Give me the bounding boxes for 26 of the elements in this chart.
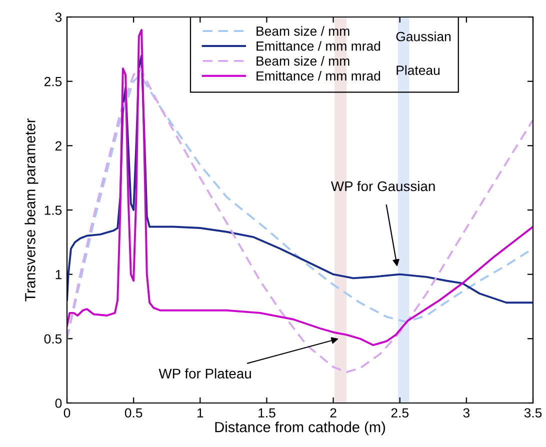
x-axis-title: Distance from cathode (m) bbox=[215, 422, 386, 436]
annotation: Plateau bbox=[396, 65, 440, 75]
y-tick-label: 1.5 bbox=[44, 206, 62, 215]
y-tick-label: 2 bbox=[55, 141, 62, 150]
x-tick-label: 2 bbox=[330, 408, 336, 418]
annotation: WP for Gaussian bbox=[331, 180, 435, 192]
x-tick-label: 2.5 bbox=[391, 408, 408, 418]
annotation: WP for Plateau bbox=[158, 368, 251, 379]
line-series bbox=[67, 54, 533, 304]
annotation: Gaussian bbox=[396, 32, 451, 42]
y-tick-label: 1 bbox=[56, 270, 62, 280]
y-tick-label: 2.5 bbox=[44, 76, 62, 86]
x-tick-label: 1 bbox=[197, 408, 204, 418]
x-tick-label: 0.5 bbox=[124, 408, 142, 418]
x-tick-label: 3 bbox=[463, 408, 470, 418]
legend-label: Beam size / mm bbox=[256, 26, 350, 36]
x-tick-label: 1.5 bbox=[258, 408, 276, 418]
x-tick-label: 3.5 bbox=[524, 408, 542, 418]
y-axis-title: Transverse beam parameter bbox=[24, 118, 38, 302]
y-tick-label: 0 bbox=[55, 398, 62, 408]
y-tick-label: 3 bbox=[55, 12, 62, 22]
y-tick-label: 0.5 bbox=[44, 334, 62, 344]
legend-label: Beam size / mm bbox=[256, 56, 350, 66]
x-tick-label: 0 bbox=[64, 408, 70, 418]
legend-label: Emittance / mm mrad bbox=[256, 41, 380, 51]
legend-label: Emittance / mm mrad bbox=[256, 70, 380, 81]
